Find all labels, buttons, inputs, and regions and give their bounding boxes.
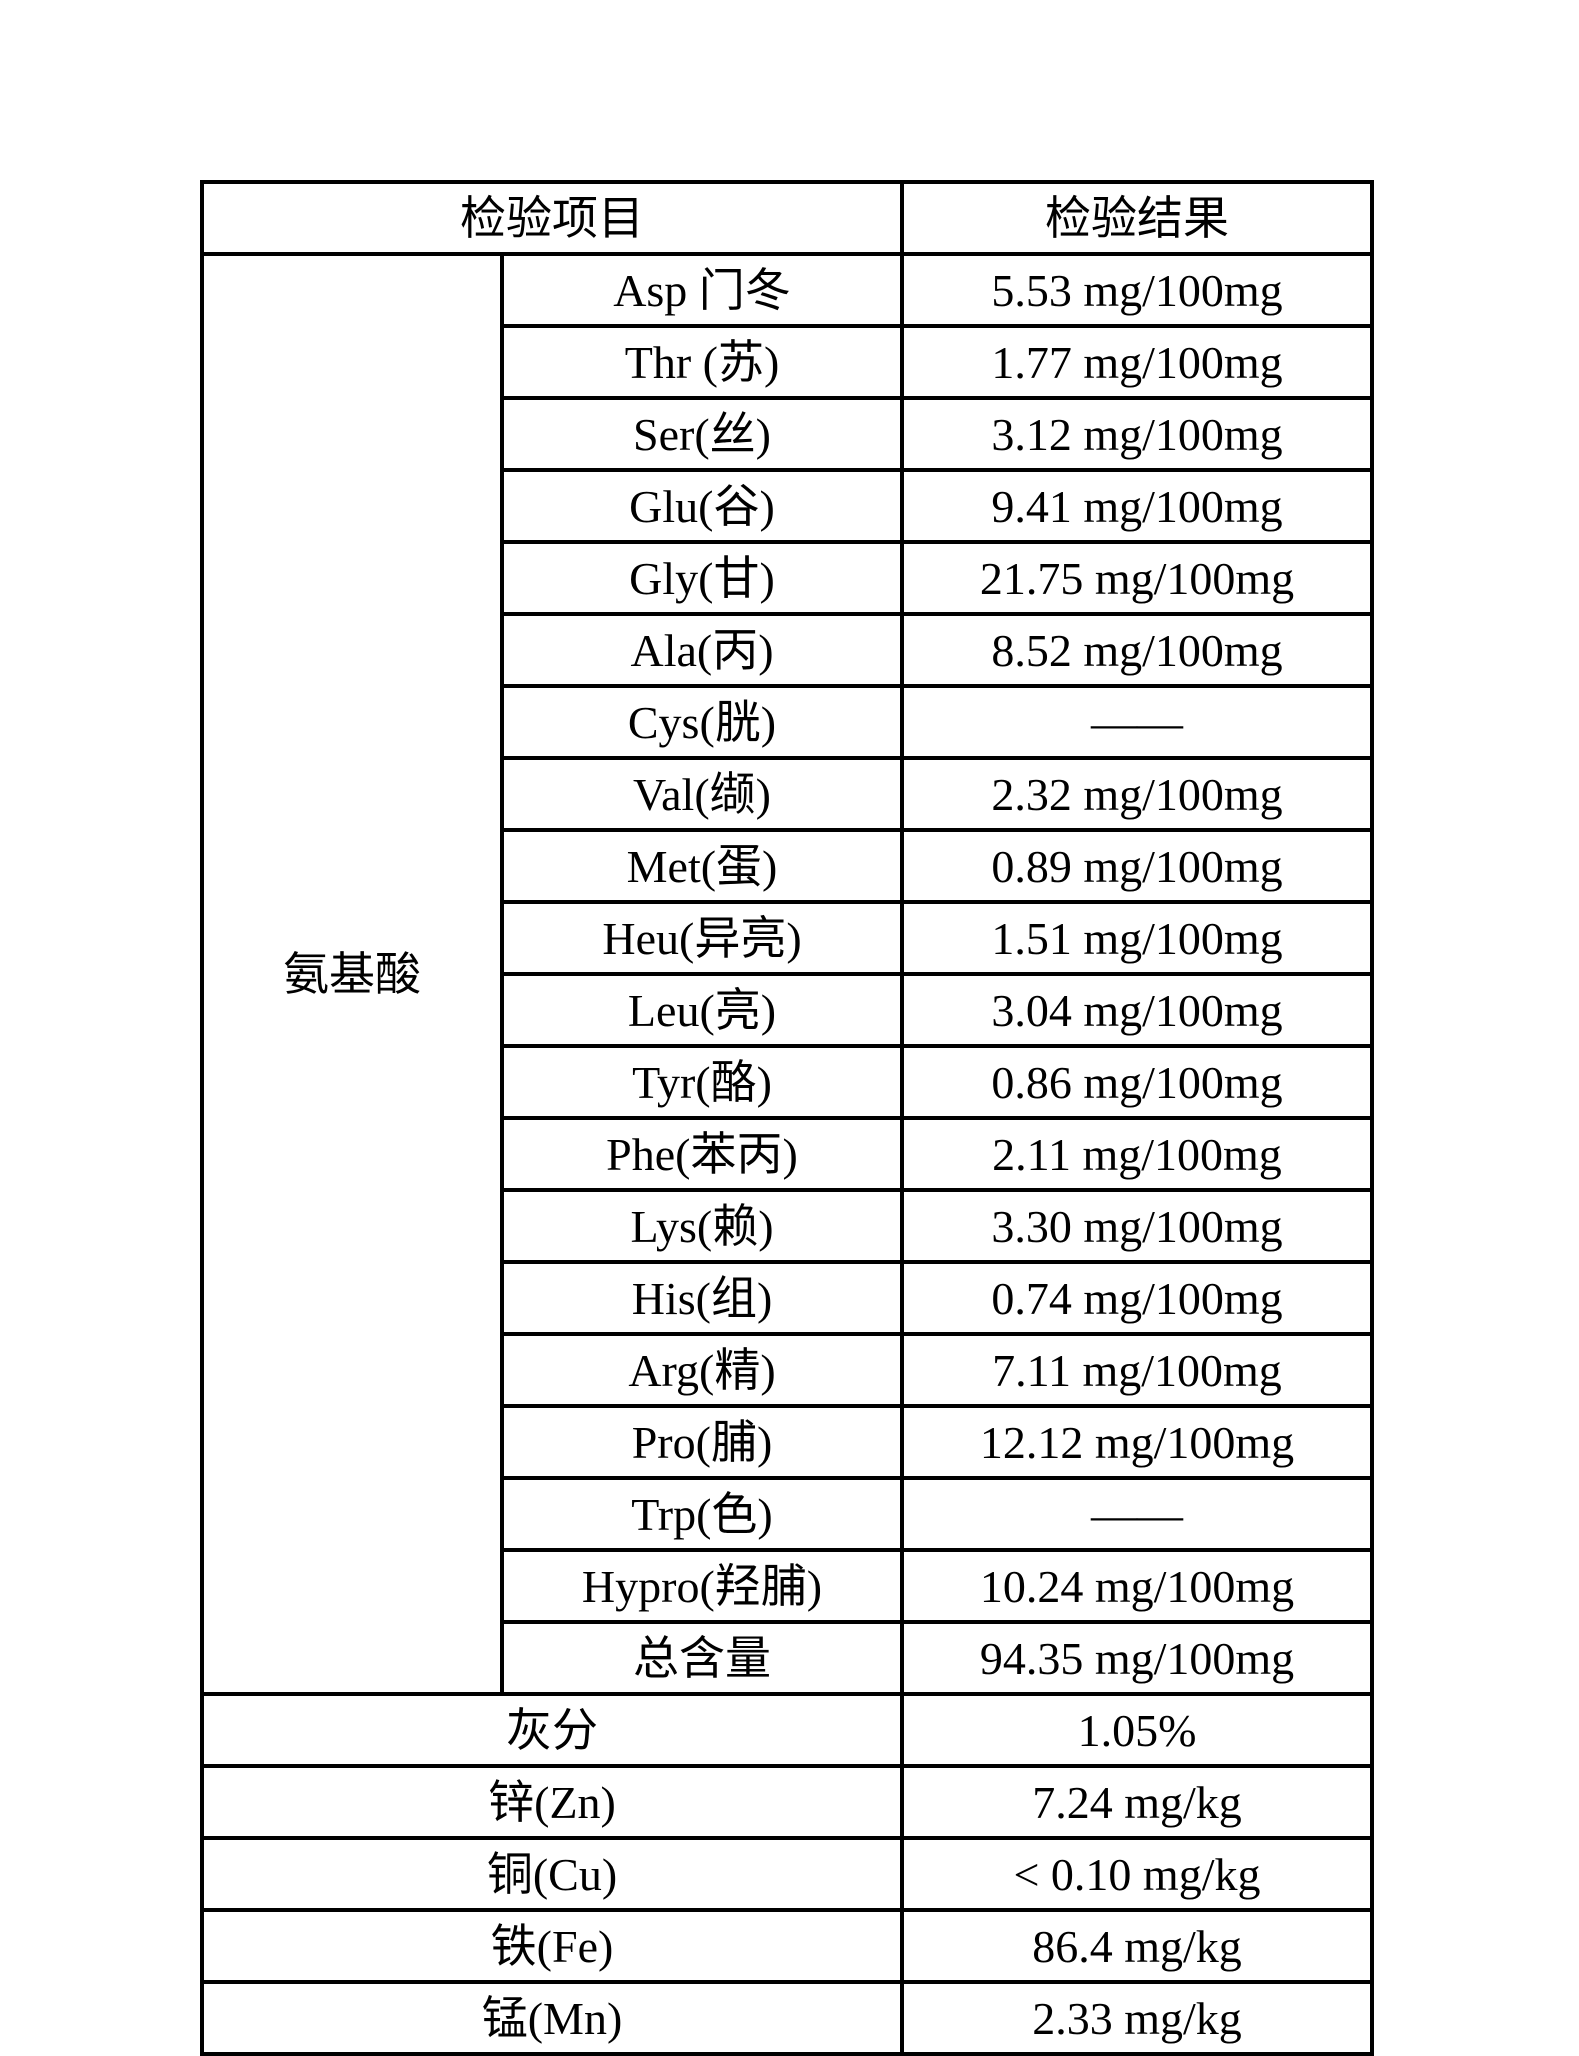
header-item: 检验项目	[202, 182, 902, 254]
amino-name: Arg(精)	[502, 1334, 902, 1406]
other-result: < 0.10 mg/kg	[902, 1838, 1372, 1910]
header-row: 检验项目 检验结果	[202, 182, 1372, 254]
other-result: 2.33 mg/kg	[902, 1982, 1372, 2054]
amino-name: Gly(甘)	[502, 542, 902, 614]
amino-name: His(组)	[502, 1262, 902, 1334]
amino-result: ——	[902, 1478, 1372, 1550]
amino-name: Met(蛋)	[502, 830, 902, 902]
amino-result: 1.51 mg/100mg	[902, 902, 1372, 974]
other-name: 灰分	[202, 1694, 902, 1766]
amino-result: ——	[902, 686, 1372, 758]
amino-result: 5.53 mg/100mg	[902, 254, 1372, 326]
table-container: 检验项目 检验结果 氨基酸 Asp 门冬 5.53 mg/100mg Thr (…	[200, 180, 1370, 2056]
other-result: 86.4 mg/kg	[902, 1910, 1372, 1982]
amino-name: Leu(亮)	[502, 974, 902, 1046]
amino-name: Phe(苯丙)	[502, 1118, 902, 1190]
table-row: 锰(Mn) 2.33 mg/kg	[202, 1982, 1372, 2054]
amino-result: 7.11 mg/100mg	[902, 1334, 1372, 1406]
amino-result: 3.30 mg/100mg	[902, 1190, 1372, 1262]
amino-group-cell: 氨基酸	[202, 254, 502, 1694]
amino-result: 0.74 mg/100mg	[902, 1262, 1372, 1334]
amino-result: 3.12 mg/100mg	[902, 398, 1372, 470]
table-row: 铜(Cu) < 0.10 mg/kg	[202, 1838, 1372, 1910]
amino-name: Pro(脯)	[502, 1406, 902, 1478]
other-name: 锌(Zn)	[202, 1766, 902, 1838]
amino-name: Ser(丝)	[502, 398, 902, 470]
amino-name: Lys(赖)	[502, 1190, 902, 1262]
amino-result: 8.52 mg/100mg	[902, 614, 1372, 686]
other-result: 7.24 mg/kg	[902, 1766, 1372, 1838]
amino-name: Hypro(羟脯)	[502, 1550, 902, 1622]
amino-result: 3.04 mg/100mg	[902, 974, 1372, 1046]
amino-name: 总含量	[502, 1622, 902, 1694]
table-body: 检验项目 检验结果 氨基酸 Asp 门冬 5.53 mg/100mg Thr (…	[202, 182, 1372, 2054]
amino-result: 94.35 mg/100mg	[902, 1622, 1372, 1694]
amino-name: Glu(谷)	[502, 470, 902, 542]
amino-name: Tyr(酪)	[502, 1046, 902, 1118]
amino-name: Cys(胱)	[502, 686, 902, 758]
amino-result: 10.24 mg/100mg	[902, 1550, 1372, 1622]
amino-name: Asp 门冬	[502, 254, 902, 326]
amino-result: 9.41 mg/100mg	[902, 470, 1372, 542]
table-row: 锌(Zn) 7.24 mg/kg	[202, 1766, 1372, 1838]
amino-name: Trp(色)	[502, 1478, 902, 1550]
amino-result: 1.77 mg/100mg	[902, 326, 1372, 398]
table-row: 铁(Fe) 86.4 mg/kg	[202, 1910, 1372, 1982]
amino-name: Thr (苏)	[502, 326, 902, 398]
table-row: 灰分 1.05%	[202, 1694, 1372, 1766]
other-name: 锰(Mn)	[202, 1982, 902, 2054]
amino-name: Ala(丙)	[502, 614, 902, 686]
table-row: 氨基酸 Asp 门冬 5.53 mg/100mg	[202, 254, 1372, 326]
amino-result: 21.75 mg/100mg	[902, 542, 1372, 614]
amino-result: 0.86 mg/100mg	[902, 1046, 1372, 1118]
header-result: 检验结果	[902, 182, 1372, 254]
amino-result: 12.12 mg/100mg	[902, 1406, 1372, 1478]
other-name: 铁(Fe)	[202, 1910, 902, 1982]
other-name: 铜(Cu)	[202, 1838, 902, 1910]
amino-result: 2.32 mg/100mg	[902, 758, 1372, 830]
amino-name: Heu(异亮)	[502, 902, 902, 974]
amino-result: 0.89 mg/100mg	[902, 830, 1372, 902]
amino-result: 2.11 mg/100mg	[902, 1118, 1372, 1190]
other-result: 1.05%	[902, 1694, 1372, 1766]
results-table: 检验项目 检验结果 氨基酸 Asp 门冬 5.53 mg/100mg Thr (…	[200, 180, 1374, 2056]
amino-name: Val(缬)	[502, 758, 902, 830]
